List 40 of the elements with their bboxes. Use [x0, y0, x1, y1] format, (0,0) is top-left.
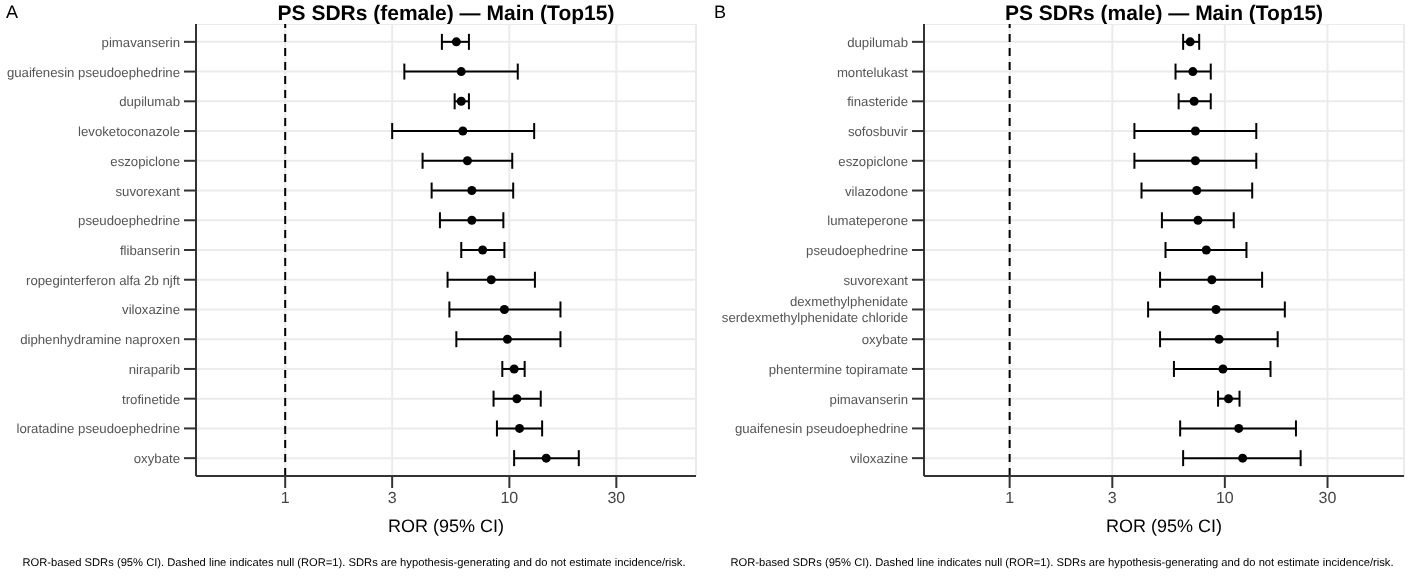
- point: [1188, 67, 1198, 77]
- point: [512, 394, 522, 404]
- point: [1193, 215, 1203, 225]
- point: [1185, 37, 1195, 47]
- x-tick-label: 1: [1005, 489, 1016, 508]
- chart-title: PS SDRs (male) — Main (Top15): [1002, 2, 1326, 26]
- point: [1190, 126, 1200, 136]
- point: [1223, 394, 1234, 404]
- x-tick-label: 30: [1318, 489, 1338, 508]
- point: [509, 364, 519, 374]
- point: [502, 334, 512, 344]
- point: [1218, 364, 1228, 374]
- x-axis-title: ROR (95% CI): [387, 516, 505, 536]
- chart-title: PS SDRs (female) — Main (Top15): [275, 2, 617, 26]
- point: [456, 67, 466, 77]
- x-tick-label: 10: [1215, 489, 1235, 508]
- point: [458, 126, 468, 136]
- x-tick-label: 30: [607, 489, 627, 508]
- point: [1201, 245, 1211, 255]
- x-axis-title: ROR (95% CI): [1105, 516, 1223, 536]
- point: [515, 423, 525, 433]
- point: [1234, 423, 1244, 433]
- x-tick-label: 10: [500, 489, 520, 508]
- text: B: [714, 2, 727, 22]
- point: [499, 304, 509, 314]
- point: [1190, 156, 1200, 166]
- point: [462, 156, 472, 166]
- point: [451, 37, 461, 47]
- x-tick-label: 3: [1107, 489, 1118, 508]
- x-tick-label: 1: [280, 489, 291, 508]
- x-tick-label: 3: [387, 489, 398, 508]
- point: [1214, 334, 1224, 344]
- text: A: [6, 2, 19, 22]
- point: [467, 215, 477, 225]
- point: [1211, 304, 1221, 314]
- point: [486, 275, 496, 285]
- point: [1192, 186, 1202, 196]
- point: [467, 186, 477, 196]
- point: [1189, 96, 1199, 106]
- point: [1207, 275, 1217, 285]
